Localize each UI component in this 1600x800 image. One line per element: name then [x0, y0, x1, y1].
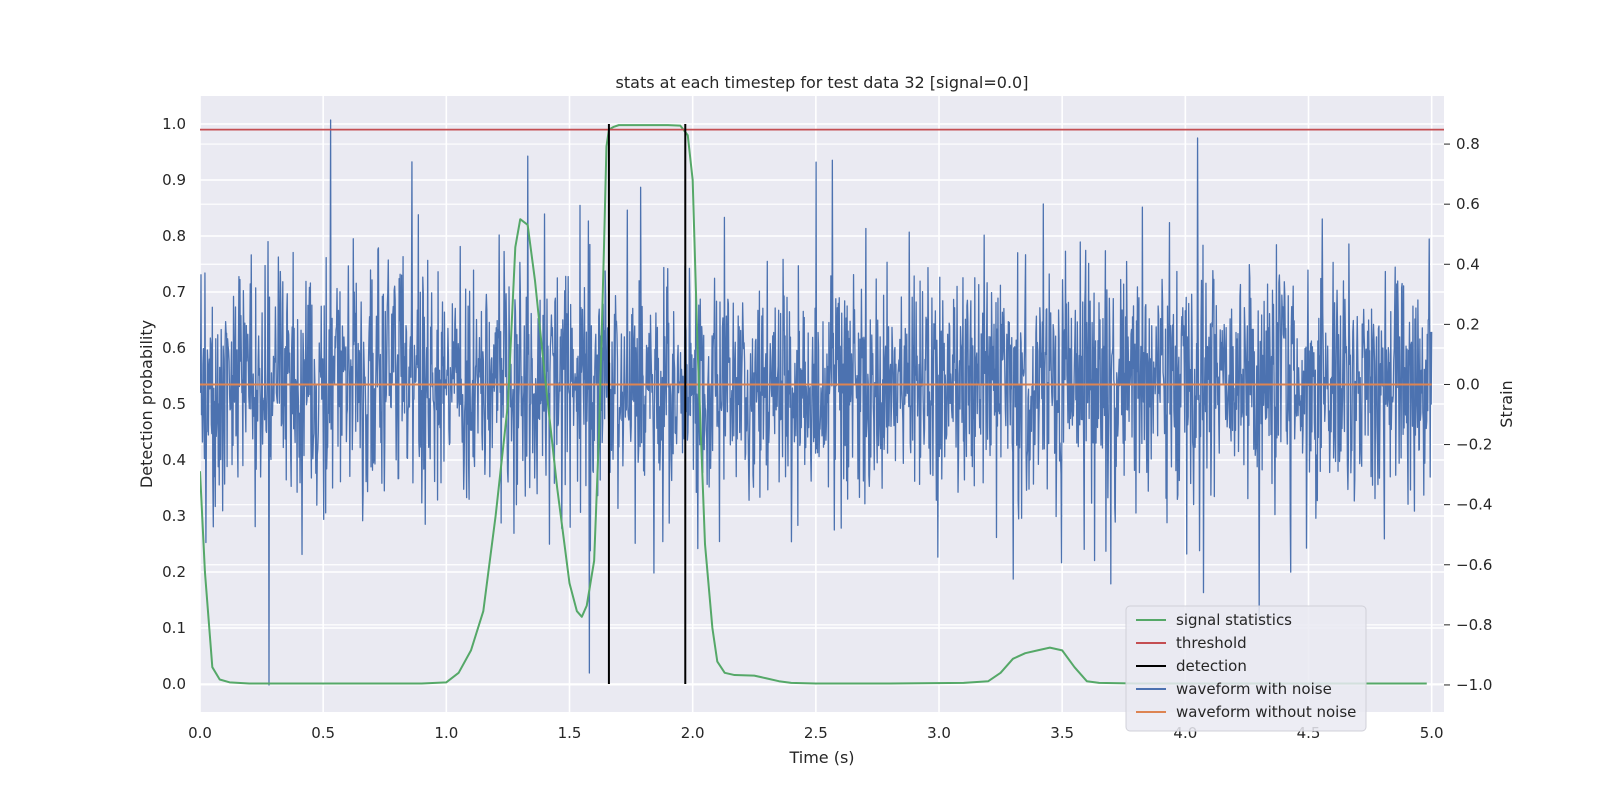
- legend-label: waveform with noise: [1176, 680, 1332, 698]
- y-left-tick-label: 1.0: [162, 115, 186, 133]
- y-axis-right-title: Strain: [1497, 380, 1516, 427]
- legend-label: waveform without noise: [1176, 703, 1356, 721]
- legend-label: signal statistics: [1176, 611, 1292, 629]
- y-left-tick-label: 0.8: [162, 227, 186, 245]
- series-signal-statistics: [200, 124, 1427, 685]
- y-right-tick-label: 0.8: [1456, 135, 1480, 153]
- x-tick-label: 2.0: [681, 724, 705, 742]
- x-tick-label: 1.0: [434, 724, 458, 742]
- y-right-tick-label: 0.4: [1456, 255, 1480, 273]
- y-right-tick-label: 0.2: [1456, 315, 1480, 333]
- y-right-tick-label: −0.8: [1456, 616, 1492, 634]
- y-left-tick-label: 0.1: [162, 619, 186, 637]
- x-tick-label: 1.5: [558, 724, 582, 742]
- x-tick-label: 5.0: [1420, 724, 1444, 742]
- x-tick-label: 2.5: [804, 724, 828, 742]
- x-tick-label: 0.0: [188, 724, 212, 742]
- y-right-tick-label: −0.6: [1456, 556, 1492, 574]
- legend: signal statistics threshold detection wavef…: [1125, 605, 1367, 732]
- y-right-tick-label: −0.2: [1456, 436, 1492, 454]
- y-left-tick-label: 0.3: [162, 507, 186, 525]
- y-right-tick-label: 0.0: [1456, 375, 1480, 393]
- legend-label: threshold: [1176, 634, 1247, 652]
- y-left-tick-label: 0.9: [162, 171, 186, 189]
- y-left-tick-label: 0.7: [162, 283, 186, 301]
- series-waveform-with-noise: [200, 119, 1433, 686]
- x-tick-label: 0.5: [311, 724, 335, 742]
- y-left-tick-label: 0.2: [162, 563, 186, 581]
- axes: 0.0 0.5 1.0 1.5 2.0 2.5 3.0 3.5 4.0 4.5 5.00.00.10…: [162, 115, 1492, 742]
- x-axis-title: Time (s): [788, 748, 854, 767]
- legend-label: detection: [1176, 657, 1247, 675]
- y-right-tick-label: −1.0: [1456, 676, 1492, 694]
- x-tick-label: 3.5: [1050, 724, 1074, 742]
- y-left-tick-label: 0.5: [162, 395, 186, 413]
- y-left-tick-label: 0.4: [162, 451, 186, 469]
- y-right-tick-label: −0.4: [1456, 496, 1492, 514]
- y-left-tick-label: 0.6: [162, 339, 186, 357]
- x-tick-label: 3.0: [927, 724, 951, 742]
- legend-box: [1125, 605, 1367, 732]
- chart-title: stats at each timestep for test data 32 …: [616, 73, 1029, 92]
- y-right-tick-label: 0.6: [1456, 195, 1480, 213]
- y-axis-left-title: Detection probability: [137, 320, 156, 488]
- y-left-tick-label: 0.0: [162, 675, 186, 693]
- plot-series: [200, 119, 1444, 686]
